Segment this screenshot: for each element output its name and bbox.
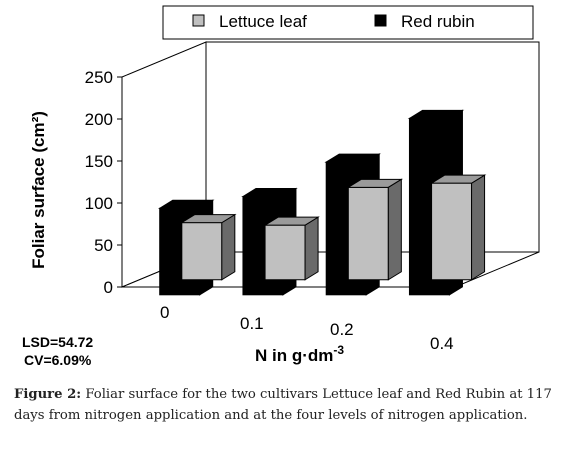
x-tick-labels: 0 0.1 0.2 0.4 <box>160 303 454 353</box>
legend: Lettuce leaf Red rubin <box>162 5 534 40</box>
y-tick-label: 100 <box>85 194 113 213</box>
bar-top <box>263 216 320 226</box>
bar-side <box>221 213 236 281</box>
red-rubin-legend-swatch <box>374 14 387 27</box>
y-tick-label: 0 <box>104 278 113 297</box>
lsd-label: LSD=54.72 <box>22 334 93 350</box>
y-tick-label: 50 <box>94 236 113 255</box>
red-rubin-legend-label: Red rubin <box>401 12 475 31</box>
legend-box <box>162 5 534 40</box>
lettuce-leaf-bar-0.4 <box>429 174 487 281</box>
lettuce-leaf-legend-swatch <box>192 14 205 27</box>
bar-side <box>471 174 486 281</box>
figure-caption: Figure 2: Foliar surface for the two cul… <box>14 384 562 426</box>
y-ticks: 0 50 100 150 200 250 <box>85 68 122 297</box>
bar-side <box>387 178 402 281</box>
bar-top <box>157 199 215 209</box>
lettuce-leaf-bar-0 <box>180 213 237 281</box>
caption-text: Foliar surface for the two cultivars Let… <box>14 387 552 423</box>
y-tick-label: 250 <box>85 68 113 87</box>
lettuce-leaf-legend-label: Lettuce leaf <box>219 12 307 31</box>
x-tick-label: 0.2 <box>330 320 354 339</box>
bar-front <box>264 224 306 281</box>
bar-front <box>347 186 389 281</box>
lettuce-leaf-bar-0.2 <box>346 178 404 281</box>
lettuce-leaf-bar-0.1 <box>263 216 320 281</box>
bar-top <box>346 178 404 188</box>
caption-label: Figure 2: <box>14 387 82 402</box>
y-tick-label: 200 <box>85 110 113 129</box>
bar-top <box>180 214 237 224</box>
bar-top <box>407 109 465 119</box>
bar-front <box>181 222 223 281</box>
foliar-surface-chart: 0 50 100 150 200 250 0 0.1 0.2 0.4 Foliar surfac… <box>22 5 540 368</box>
y-tick-label: 150 <box>85 152 113 171</box>
bar-side <box>304 216 319 281</box>
bar-top <box>241 188 298 198</box>
bars <box>157 109 487 296</box>
y-axis-label: Foliar surface (cm²) <box>29 111 48 269</box>
bar-front <box>431 182 473 281</box>
x-tick-label: 0.4 <box>430 334 454 353</box>
bar-top <box>324 153 381 163</box>
x-tick-label: 0 <box>160 303 169 322</box>
cv-label: CV=6.09% <box>24 352 92 368</box>
bar-top <box>429 174 487 184</box>
x-tick-label: 0.1 <box>240 314 264 333</box>
x-axis-label: N in g·dm-3 <box>255 343 344 365</box>
